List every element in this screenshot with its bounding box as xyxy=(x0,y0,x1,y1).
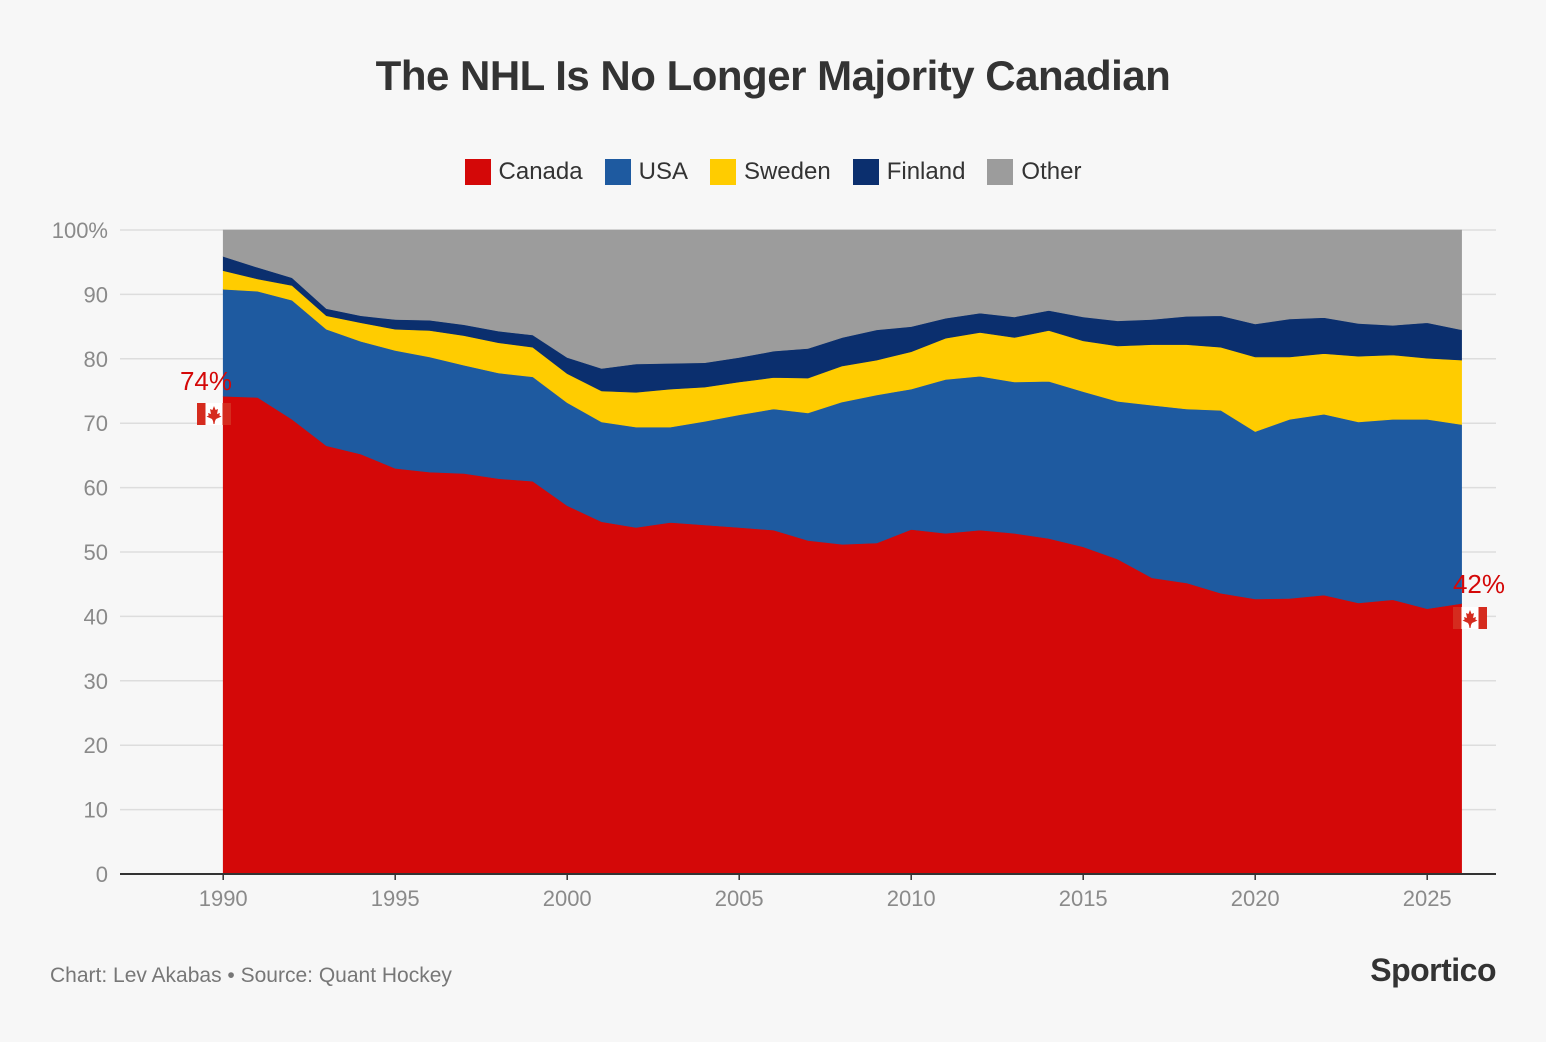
chart-legend: Canada USA Sweden Finland Other xyxy=(0,158,1546,186)
y-tick-label: 60 xyxy=(84,476,108,501)
y-tick-label: 90 xyxy=(84,282,108,307)
x-tick-label: 2025 xyxy=(1403,886,1452,911)
legend-label-usa: USA xyxy=(638,158,688,185)
canada-flag-icon xyxy=(197,403,231,425)
legend-swatch-other xyxy=(987,159,1014,185)
legend-swatch-finland xyxy=(852,159,879,185)
legend-label-finland: Finland xyxy=(886,158,966,185)
canada-flag-icon xyxy=(1453,607,1487,629)
end-value-label: 42% xyxy=(1453,569,1505,599)
x-tick-label: 2005 xyxy=(715,886,764,911)
y-tick-label: 50 xyxy=(84,540,108,565)
x-tick-label: 1995 xyxy=(371,886,420,911)
y-tick-label: 20 xyxy=(84,733,108,758)
y-tick-label: 10 xyxy=(84,798,108,823)
legend-item-finland: Finland xyxy=(852,158,966,186)
legend-item-other: Other xyxy=(987,158,1081,186)
y-tick-label: 70 xyxy=(84,411,108,436)
x-tick-label: 2010 xyxy=(887,886,936,911)
legend-swatch-canada xyxy=(464,159,491,185)
chart-title: The NHL Is No Longer Majority Canadian xyxy=(375,52,1171,99)
y-tick-label: 80 xyxy=(84,347,108,372)
brand-logo: Sportico xyxy=(1370,952,1496,988)
legend-label-sweden: Sweden xyxy=(743,158,831,185)
y-tick-label: 0 xyxy=(96,862,108,887)
area-other xyxy=(222,229,1462,369)
start-value-label: 74% xyxy=(180,366,232,396)
legend-swatch-usa xyxy=(604,159,631,185)
x-tick-label: 2000 xyxy=(543,886,592,911)
x-tick-label: 2015 xyxy=(1059,886,1108,911)
legend-item-sweden: Sweden xyxy=(709,158,831,186)
y-tick-label: 30 xyxy=(84,669,108,694)
chart-credit: Chart: Lev Akabas • Source: Quant Hockey xyxy=(50,964,452,987)
legend-label-other: Other xyxy=(1021,158,1082,185)
x-tick-label: 2020 xyxy=(1231,886,1280,911)
legend-swatch-sweden xyxy=(709,159,736,185)
y-tick-label: 100% xyxy=(52,218,108,243)
y-tick-label: 40 xyxy=(84,604,108,629)
legend-item-usa: USA xyxy=(604,158,688,186)
legend-label-canada: Canada xyxy=(498,158,583,185)
legend-item-canada: Canada xyxy=(464,158,583,186)
x-tick-label: 1990 xyxy=(199,886,248,911)
